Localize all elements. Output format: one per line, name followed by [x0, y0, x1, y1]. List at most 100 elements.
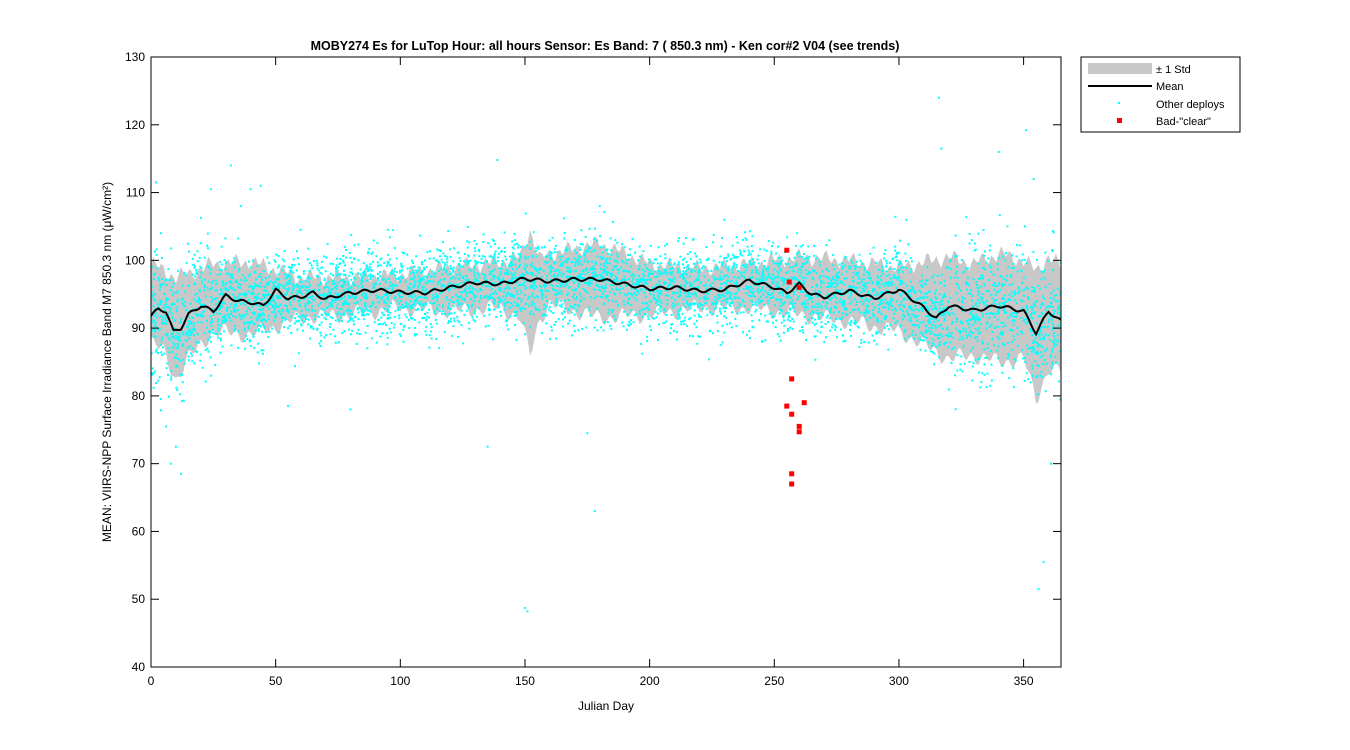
other-deploy-point: [263, 289, 266, 292]
other-deploy-point: [208, 330, 210, 333]
other-deploy-point: [693, 309, 696, 312]
other-deploy-point: [1036, 345, 1039, 348]
other-deploy-point: [781, 276, 784, 279]
other-deploy-point: [220, 288, 223, 291]
other-deploy-point: [355, 342, 358, 345]
other-deploy-point: [176, 344, 179, 347]
other-deploy-point: [307, 299, 309, 302]
other-deploy-point: [850, 294, 852, 297]
other-deploy-point: [735, 236, 738, 239]
other-deploy-point: [906, 312, 909, 315]
other-deploy-point: [249, 266, 252, 269]
other-deploy-point: [468, 321, 471, 324]
other-deploy-point: [168, 307, 171, 310]
other-deploy-point: [792, 277, 795, 280]
other-deploy-point: [871, 312, 874, 315]
other-deploy-point: [184, 351, 187, 354]
other-deploy-point: [171, 316, 174, 319]
other-deploy-point: [476, 279, 479, 282]
other-deploy-point: [188, 329, 191, 332]
other-deploy-point: [600, 285, 603, 288]
other-deploy-point: [1040, 370, 1043, 373]
other-deploy-point: [365, 267, 368, 270]
other-deploy-point: [377, 323, 380, 326]
other-deploy-point: [285, 304, 288, 307]
other-deploy-point: [885, 281, 888, 284]
other-deploy-point: [340, 292, 343, 294]
other-deploy-point: [393, 315, 396, 318]
other-deploy-point: [650, 329, 652, 331]
other-deploy-point: [1008, 283, 1011, 286]
other-deploy-point: [425, 318, 428, 321]
other-deploy-point: [659, 290, 662, 292]
other-deploy-point: [409, 282, 411, 285]
other-deploy-point: [152, 273, 155, 276]
other-deploy-point: [644, 280, 646, 283]
other-deploy-point: [344, 274, 347, 276]
other-deploy-point: [447, 283, 450, 286]
other-deploy-point: [264, 331, 267, 333]
other-deploy-point: [637, 259, 640, 262]
other-deploy-point: [872, 288, 875, 291]
other-deploy-point: [236, 298, 239, 300]
other-deploy-point: [930, 305, 932, 308]
other-deploy-point: [985, 327, 988, 330]
other-deploy-point: [164, 314, 167, 317]
other-deploy-point: [747, 286, 750, 288]
other-deploy-point: [410, 300, 413, 303]
other-deploy-point: [816, 309, 819, 312]
other-deploy-point: [934, 326, 937, 329]
other-deploy-point: [854, 321, 857, 324]
other-deploy-point: [275, 305, 278, 308]
other-deploy-point: [530, 281, 533, 284]
other-deploy-point: [959, 331, 962, 334]
other-deploy-point: [628, 258, 631, 261]
other-deploy-point: [372, 283, 375, 286]
other-deploy-point: [775, 252, 778, 255]
other-deploy-point: [220, 269, 223, 272]
other-deploy-point: [602, 245, 605, 248]
other-deploy-point: [519, 252, 522, 255]
other-deploy-point: [375, 294, 378, 297]
other-deploy-point: [380, 297, 383, 300]
other-deploy-point: [181, 343, 184, 346]
other-deploy-point: [759, 295, 762, 298]
other-deploy-point: [662, 273, 665, 275]
other-deploy-point: [388, 327, 391, 330]
other-deploy-point: [980, 323, 982, 326]
other-deploy-point: [798, 329, 801, 332]
other-deploy-point: [286, 276, 289, 279]
other-deploy-point: [298, 275, 301, 278]
other-deploy-point: [351, 273, 354, 276]
other-deploy-point: [915, 316, 917, 319]
other-deploy-point: [487, 266, 490, 269]
other-deploy-point: [751, 250, 754, 252]
other-deploy-point: [878, 286, 881, 289]
other-deploy-point: [741, 254, 744, 257]
other-deploy-point: [409, 272, 412, 275]
other-deploy-point: [273, 310, 276, 313]
other-deploy-point: [803, 316, 806, 318]
other-deploy-point: [1052, 332, 1055, 335]
other-deploy-point: [782, 331, 785, 334]
other-deploy-point: [714, 299, 717, 301]
other-deploy-point: [641, 268, 644, 271]
other-deploy-point: [639, 255, 642, 258]
other-deploy-point: [875, 261, 878, 264]
other-deploy-point: [556, 285, 559, 288]
other-deploy-point: [678, 309, 681, 312]
other-deploy-point: [284, 284, 287, 287]
other-deploy-point: [988, 316, 991, 319]
other-deploy-point: [1059, 290, 1061, 293]
other-deploy-point: [405, 304, 408, 307]
other-deploy-point: [933, 304, 936, 307]
other-deploy-point: [583, 277, 586, 280]
other-deploy-point: [493, 274, 496, 277]
other-deploy-point: [1030, 350, 1033, 353]
other-deploy-point: [709, 311, 712, 314]
other-deploy-point: [906, 298, 909, 301]
other-deploy-point: [161, 316, 164, 319]
other-deploy-point: [827, 321, 829, 323]
other-deploy-point: [822, 275, 825, 278]
other-deploy-point: [978, 326, 981, 329]
